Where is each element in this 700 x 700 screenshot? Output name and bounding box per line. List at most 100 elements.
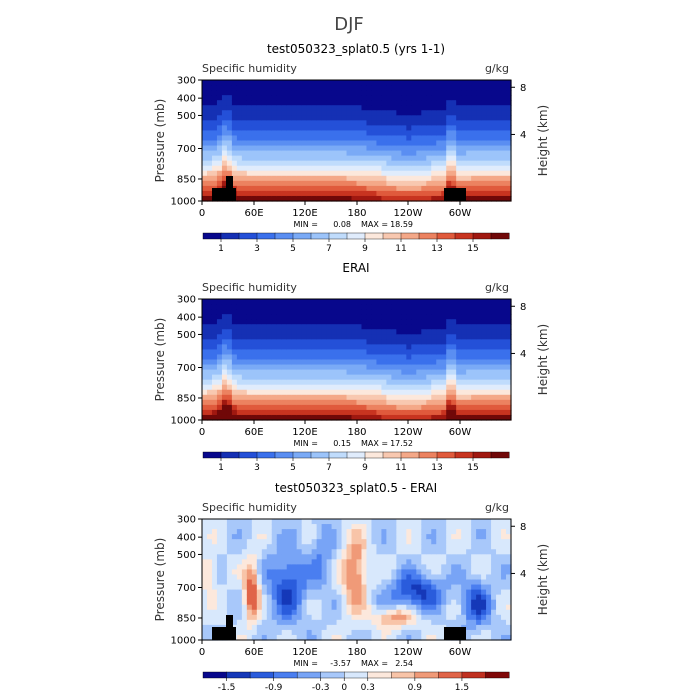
heatmap-cell: [281, 384, 288, 391]
heatmap-cell: [456, 334, 462, 340]
heatmap-cell: [456, 404, 462, 411]
heatmap-cell: [431, 90, 437, 96]
heatmap-cell: [241, 120, 248, 126]
heatmap-cell: [211, 150, 218, 157]
heatmap-cell: [291, 339, 298, 345]
heatmap-cell: [241, 135, 248, 142]
heatmap-cell: [341, 359, 348, 366]
heatmap-cell: [446, 359, 452, 366]
heatmap-cell: [326, 574, 333, 581]
heatmap-cell: [366, 175, 373, 182]
heatmap-cell: [286, 529, 293, 535]
heatmap-cell: [376, 409, 383, 416]
heatmap-cell: [411, 344, 417, 351]
heatmap-cell: [336, 110, 343, 116]
heatmap-cell: [356, 180, 363, 187]
heatmap-cell: [336, 624, 343, 631]
heatmap-cell: [461, 374, 467, 381]
heatmap-cell: [351, 619, 358, 626]
topography-block: [444, 627, 466, 640]
heatmap-cell: [361, 140, 368, 147]
heatmap-cell: [211, 170, 218, 177]
heatmap-cell: [216, 524, 223, 530]
heatmap-cell: [446, 140, 452, 147]
heatmap-cell: [311, 354, 318, 361]
heatmap-cell: [446, 374, 452, 381]
heatmap-cell: [321, 529, 328, 535]
heatmap-cell: [491, 95, 497, 101]
heatmap-cell: [386, 329, 392, 335]
heatmap-cell: [256, 574, 263, 581]
heatmap-cell: [476, 369, 482, 376]
heatmap-cell: [486, 534, 492, 540]
heatmap-cell: [396, 584, 402, 591]
heatmap-cell: [376, 534, 383, 540]
heatmap-cell: [461, 414, 467, 421]
heatmap-cell: [366, 115, 373, 121]
heatmap-cell: [366, 624, 373, 631]
heatmap-cell: [331, 110, 338, 116]
heatmap-cell: [481, 100, 487, 106]
heatmap-cell: [321, 160, 328, 167]
heatmap-cell: [206, 165, 213, 172]
heatmap-cell: [202, 309, 208, 315]
heatmap-cell: [351, 185, 358, 192]
heatmap-cell: [261, 414, 268, 421]
heatmap-cell: [316, 135, 323, 142]
heatmap-cell: [331, 180, 338, 187]
heatmap-cell: [281, 414, 288, 421]
heatmap-cell: [386, 299, 392, 305]
heatmap-cell: [451, 314, 457, 320]
heatmap-cell: [476, 145, 482, 152]
heatmap-cell: [286, 604, 293, 611]
heatmap-cell: [241, 140, 248, 147]
heatmap-cell: [246, 584, 253, 591]
heatmap-cell: [276, 344, 283, 351]
heatmap-cell: [316, 399, 323, 406]
heatmap-cell: [326, 584, 333, 591]
heatmap-cell: [476, 379, 482, 386]
heatmap-cell: [286, 165, 293, 172]
heatmap-cell: [286, 564, 293, 571]
heatmap-cell: [471, 529, 477, 535]
heatmap-cell: [476, 604, 482, 611]
heatmap-cell: [431, 135, 437, 142]
heatmap-cell: [436, 584, 442, 591]
heatmap-cell: [251, 619, 258, 626]
heatmap-cell: [461, 80, 467, 86]
heatmap-cell: [391, 165, 397, 172]
heatmap-cell: [301, 110, 308, 116]
heatmap-cell: [336, 314, 343, 320]
heatmap-cell: [441, 534, 447, 540]
heatmap-cell: [436, 609, 442, 616]
heatmap-cell: [331, 309, 338, 315]
heatmap-cell: [416, 354, 422, 361]
heatmap-cell: [466, 304, 472, 310]
heatmap-cell: [486, 404, 492, 411]
heatmap-cell: [221, 130, 228, 137]
heatmap-cell: [256, 155, 263, 162]
heatmap-cell: [251, 574, 258, 581]
heatmap-cell: [341, 629, 348, 636]
heatmap-cell: [241, 404, 248, 411]
heatmap-cell: [461, 344, 467, 351]
heatmap-cell: [356, 389, 363, 396]
heatmap-cell: [296, 574, 303, 581]
heatmap-cell: [346, 634, 353, 641]
heatmap-cell: [246, 524, 253, 530]
heatmap-cell: [246, 609, 253, 616]
panel-units: g/kg: [485, 501, 509, 514]
heatmap-cell: [311, 559, 318, 565]
heatmap-cell: [241, 519, 248, 525]
heatmap-cell: [241, 629, 248, 636]
heatmap-cell: [331, 135, 338, 142]
heatmap-cell: [491, 564, 497, 571]
heatmap-cell: [366, 364, 373, 371]
heatmap-cell: [271, 579, 278, 586]
heatmap-cell: [486, 150, 492, 157]
heatmap-cell: [301, 329, 308, 335]
heatmap-cell: [461, 579, 467, 586]
heatmap-cell: [446, 544, 452, 550]
heatmap-cell: [376, 584, 383, 591]
heatmap-cell: [421, 170, 427, 177]
